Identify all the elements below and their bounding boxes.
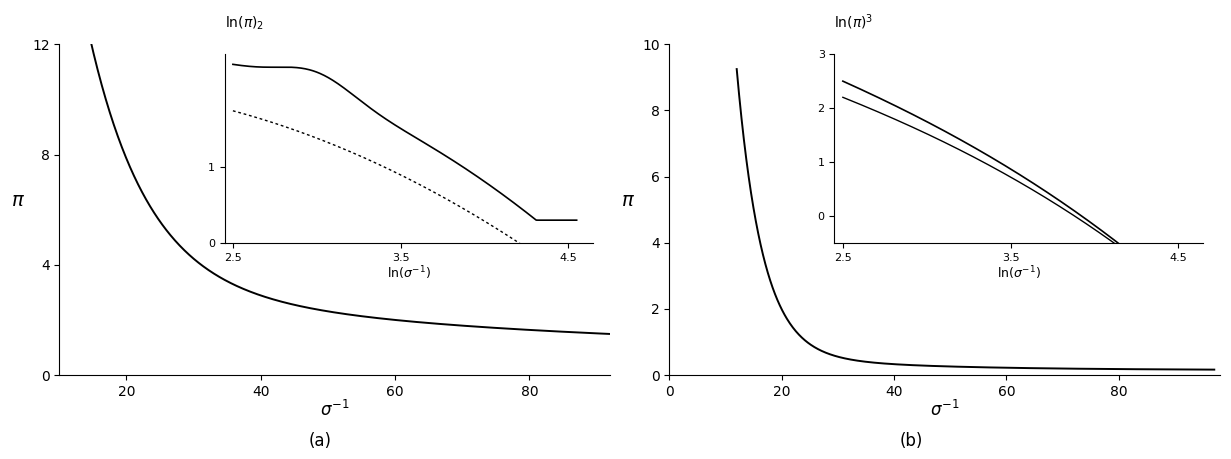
X-axis label: $\sigma^{-1}$: $\sigma^{-1}$ xyxy=(320,400,350,420)
X-axis label: $\sigma^{-1}$: $\sigma^{-1}$ xyxy=(929,400,959,420)
Text: (a): (a) xyxy=(309,432,331,450)
Y-axis label: $\pi$: $\pi$ xyxy=(622,190,635,210)
Y-axis label: $\pi$: $\pi$ xyxy=(11,190,25,210)
Text: (b): (b) xyxy=(900,432,922,450)
